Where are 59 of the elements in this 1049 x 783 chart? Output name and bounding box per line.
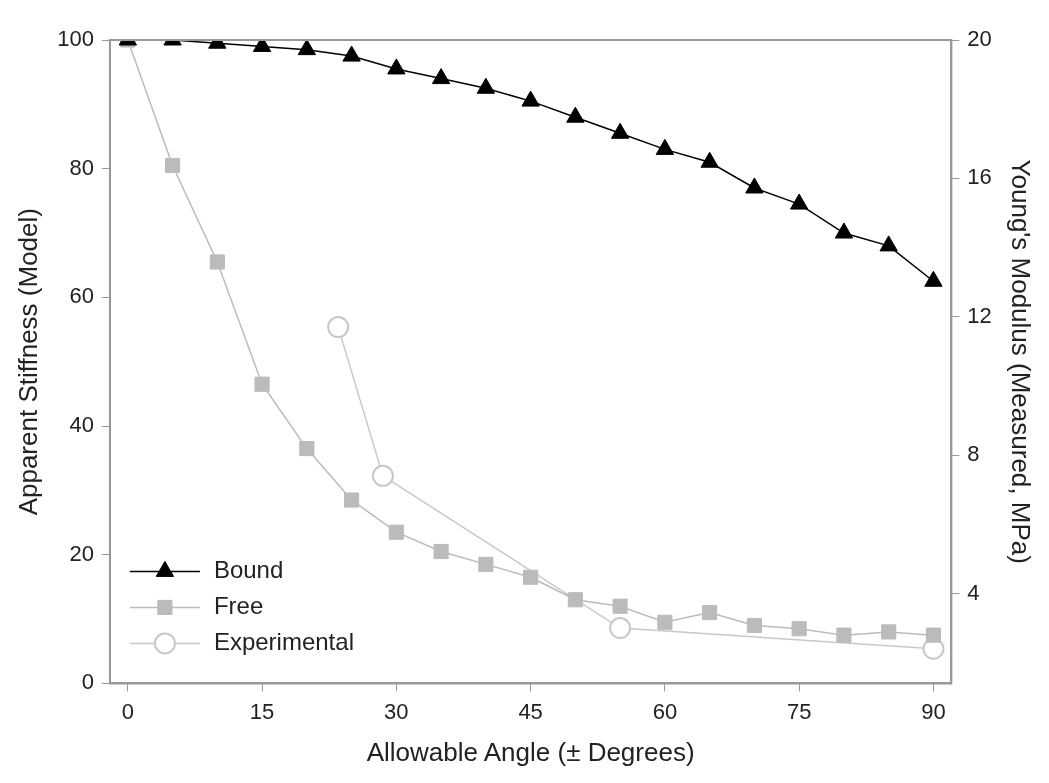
y-tick-label: 40 <box>69 412 94 438</box>
point <box>388 524 404 540</box>
point <box>836 627 852 643</box>
y-tick-label: 0 <box>81 669 94 695</box>
point <box>746 617 762 634</box>
y2-tick-label: 8 <box>967 441 980 467</box>
y2-axis-title: Young's Modulus (Measured, MPa) <box>1006 159 1037 564</box>
x-tick-label: 15 <box>249 698 275 724</box>
point <box>387 58 406 75</box>
point <box>209 254 225 270</box>
x-axis-title: Allowable Angle (± Degrees) <box>366 736 695 767</box>
x-tick-label: 75 <box>786 698 812 724</box>
point <box>433 543 449 560</box>
point <box>371 464 394 487</box>
point <box>344 492 360 508</box>
y2-tick-label: 16 <box>967 164 992 190</box>
point <box>790 193 809 210</box>
point <box>299 440 315 457</box>
point <box>745 177 764 194</box>
y-tick-label: 20 <box>69 540 94 566</box>
x-tick-label: 30 <box>384 698 409 724</box>
point <box>655 138 675 155</box>
point <box>657 614 673 630</box>
point <box>297 40 316 56</box>
point <box>609 617 632 640</box>
point <box>478 556 494 572</box>
y2-tick-label: 20 <box>967 26 992 52</box>
point <box>879 235 898 252</box>
point <box>254 376 270 392</box>
point <box>521 90 540 107</box>
point <box>834 222 854 239</box>
x-tick-label: 90 <box>921 698 946 724</box>
point <box>924 270 943 287</box>
y-tick-label: 60 <box>69 283 94 309</box>
point <box>431 68 451 85</box>
point <box>476 77 496 94</box>
legend-label: Bound <box>213 556 284 584</box>
x-tick-label: 60 <box>652 698 678 724</box>
y-tick-label: 100 <box>57 26 94 52</box>
y2-tick-label: 12 <box>967 302 992 328</box>
point <box>791 621 807 637</box>
point <box>702 605 718 621</box>
y2-tick-label: 4 <box>967 579 980 605</box>
point <box>327 316 350 339</box>
point <box>523 569 539 585</box>
point <box>610 122 630 139</box>
x-tick-label: 0 <box>121 698 134 724</box>
point <box>881 624 897 640</box>
point <box>612 598 628 614</box>
legend-label: Experimental <box>213 628 354 656</box>
legend-label: Free <box>213 592 264 620</box>
point <box>566 106 585 123</box>
y-axis-title: Apparent Stiffness (Model) <box>12 208 43 516</box>
y-tick-label: 80 <box>69 154 94 180</box>
point <box>925 627 941 643</box>
point <box>700 151 719 168</box>
x-tick-label: 45 <box>518 698 543 724</box>
point <box>342 45 361 62</box>
point <box>567 592 583 608</box>
